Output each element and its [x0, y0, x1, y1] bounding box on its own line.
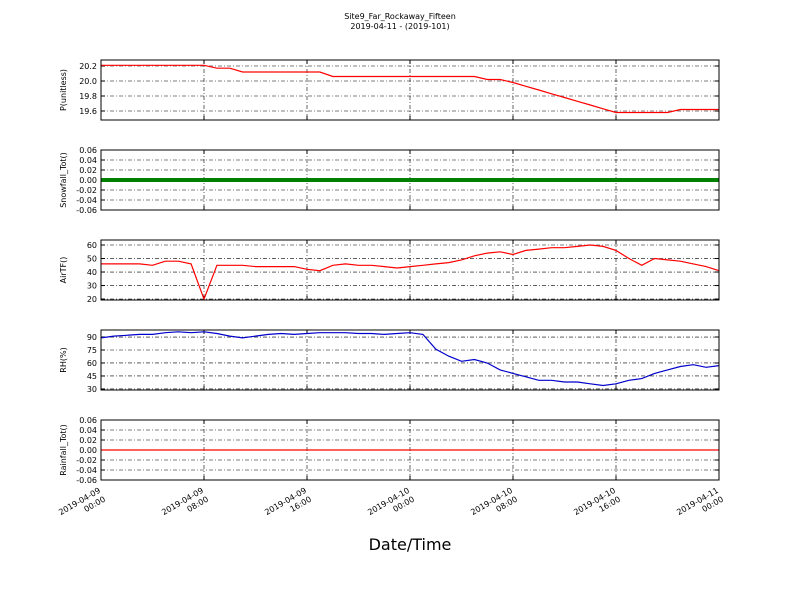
y-tick-label: 20.0 [79, 77, 97, 86]
y-tick-label: 50 [87, 255, 97, 264]
y-axis-label: RH(%) [59, 347, 68, 372]
plot-frame [100, 59, 720, 121]
y-tick-label: 20 [87, 295, 97, 304]
plot-frame [100, 149, 720, 211]
y-tick-label: -0.06 [76, 476, 97, 485]
y-tick-label: 40 [87, 268, 97, 277]
y-tick-label: -0.04 [76, 196, 97, 205]
y-tick-label: 0.02 [79, 436, 97, 445]
data-line [101, 244, 720, 301]
y-tick-label: -0.02 [76, 186, 97, 195]
y-axis-label: P(unitless) [59, 69, 68, 111]
plot-frame [100, 419, 720, 481]
y-tick-label: 30 [87, 282, 97, 291]
y-tick-label: 0.02 [79, 166, 97, 175]
y-tick-label: 60 [87, 241, 97, 250]
plot-frame [100, 239, 720, 301]
y-tick-label: 45 [87, 372, 97, 381]
y-tick-label: 30 [87, 385, 97, 394]
data-line [100, 331, 720, 387]
plot-frame [100, 329, 720, 391]
y-tick-label: 60 [87, 359, 97, 368]
y-tick-label: -0.04 [76, 466, 97, 475]
y-tick-label: 0.00 [79, 176, 97, 185]
y-tick-label: 0.06 [79, 416, 97, 425]
y-axis-label: Snowfall_Tot() [59, 152, 68, 208]
y-tick-label: -0.02 [76, 456, 97, 465]
y-tick-label: 90 [87, 333, 97, 342]
chart-subtitle: 2019-04-11 - (2019-101) [350, 22, 449, 31]
y-tick-label: 19.8 [79, 92, 97, 101]
y-tick-label: 0.04 [79, 426, 97, 435]
y-tick-label: 0.00 [79, 446, 97, 455]
y-tick-label: 0.06 [79, 146, 97, 155]
y-axis-label: AirTF() [59, 257, 68, 284]
y-axis-label: Rainfall_Tot() [59, 424, 68, 476]
y-tick-label: -0.06 [76, 206, 97, 215]
y-tick-label: 75 [87, 346, 97, 355]
y-tick-label: 20.2 [79, 62, 97, 71]
chart-title: Site9_Far_Rockaway_Fifteen [344, 12, 456, 21]
y-tick-label: 19.6 [79, 107, 97, 116]
y-tick-label: 0.04 [79, 156, 97, 165]
data-line [101, 64, 719, 114]
x-axis-label: Date/Time [369, 535, 452, 554]
